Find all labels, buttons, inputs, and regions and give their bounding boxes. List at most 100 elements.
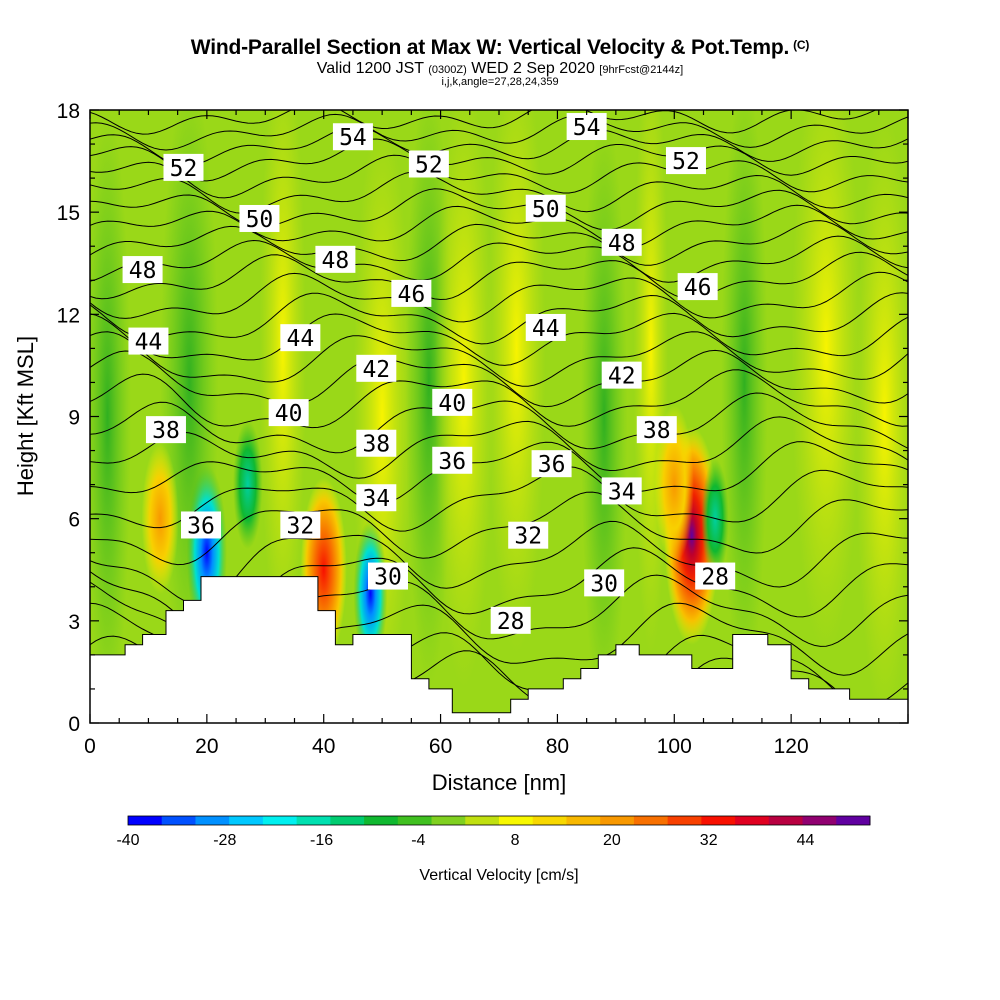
field-streak [721, 110, 768, 689]
colorbar-tick-label: -4 [411, 832, 425, 849]
contour-label-text: 40 [438, 391, 466, 417]
isentrope-line [90, 251, 908, 301]
isentrope-line [90, 292, 908, 345]
chart-subtitle: Valid 1200 JST (0300Z) WED 2 Sep 2020 [9… [0, 60, 1000, 78]
colorbar-swatch [465, 816, 500, 825]
x-tick-label: 80 [546, 735, 569, 758]
contour-label-box [490, 606, 531, 634]
contour-label-box [525, 313, 566, 341]
contour-label: 30 [367, 562, 408, 591]
contour-label-box [665, 147, 706, 175]
contour-label: 46 [677, 273, 718, 301]
contour-label: 52 [665, 147, 706, 175]
contour-label-text: 50 [246, 207, 274, 233]
contour-label-box [280, 511, 321, 539]
colorbar-swatch [633, 816, 669, 825]
colorbar-tick-label: -28 [213, 832, 236, 849]
contour-labels: 54 54 52 52 52 50 50 48 48 48 46 46 44 44 44 42 42 40 40 38… [122, 113, 736, 635]
colorbar-swatch [667, 816, 702, 825]
contour-label-text: 36 [538, 452, 566, 478]
contour-label-text: 28 [497, 609, 525, 635]
contour-label: 48 [315, 245, 356, 274]
isentrope-line [90, 491, 908, 566]
contour-label: 44 [525, 313, 566, 342]
contour-label-text: 54 [573, 115, 601, 141]
contour-label-text: 28 [701, 565, 729, 591]
isentrope-line [90, 171, 908, 214]
contour-label: 54 [332, 123, 373, 151]
isentrope-line [90, 441, 908, 504]
contour-label-text: 50 [532, 197, 560, 223]
contour-label-box [356, 484, 397, 512]
contour-label-text: 30 [590, 571, 618, 597]
contour-label: 52 [408, 150, 449, 178]
contour-label-box [239, 204, 280, 232]
contour-label-text: 42 [608, 364, 636, 390]
contour-label: 28 [490, 606, 531, 635]
contour-label-text: 48 [608, 231, 636, 257]
contour-label: 42 [601, 361, 642, 390]
contour-label-box [677, 273, 718, 301]
contour-label-box [601, 228, 642, 256]
isentrope-line [90, 349, 908, 408]
contour-label: 38 [636, 416, 677, 444]
colorbar-label: Vertical Velocity [cm/s] [419, 867, 578, 884]
contour-label: 38 [356, 429, 397, 458]
colorbar-swatch [768, 816, 804, 825]
contour-label-box [122, 256, 163, 284]
contour-label-box [315, 245, 356, 273]
contour-label: 50 [239, 204, 280, 233]
y-tick-label: 18 [57, 100, 80, 123]
x-tick-label: 120 [774, 735, 809, 758]
field-streak [90, 110, 131, 723]
contour-label-box [391, 279, 432, 307]
isentrope-line [90, 188, 908, 231]
contour-label-text: 48 [129, 258, 157, 284]
contour-label-box [128, 327, 169, 355]
contour-label-text: 44 [286, 326, 314, 352]
contour-label-box [332, 123, 373, 151]
colorbar-swatch [836, 816, 871, 825]
colorbar-tick-label: -16 [310, 832, 333, 849]
isentrope-line [90, 138, 908, 182]
colorbar-tick-label: 32 [700, 832, 718, 849]
colorbar-tick-label: -40 [116, 832, 139, 849]
colorbar-tick-label: 8 [511, 832, 520, 849]
isentrope-line [90, 392, 908, 454]
colorbar-swatch [229, 816, 264, 825]
contour-label-box [432, 446, 473, 474]
contour-label: 50 [525, 194, 566, 223]
isentrope-line [90, 113, 908, 151]
contour-label-text: 52 [415, 152, 443, 178]
plot-area: 54 54 52 52 52 50 50 48 48 48 46 46 44 44 44 42 42 40 40 38… [90, 110, 908, 723]
colorbar-swatch [397, 816, 433, 825]
contour-label: 36 [432, 446, 473, 475]
contour-label-text: 54 [339, 125, 367, 151]
updraft-core [654, 404, 694, 565]
contour-label-box [636, 416, 677, 444]
terrain [90, 576, 908, 723]
x-axis-label: Distance [nm] [432, 770, 567, 795]
contour-label-box [525, 194, 566, 222]
valid-utc: (0300Z) [428, 64, 467, 76]
isentropes [90, 110, 908, 723]
y-axis-label: Height [Kft MSL] [13, 336, 38, 496]
contour-label: 48 [601, 228, 642, 257]
x-tick-label: 0 [84, 735, 96, 758]
colorbar-swatch [701, 816, 736, 825]
colorbar-frame [127, 815, 871, 826]
downdraft-core [353, 519, 388, 668]
x-tick-label: 20 [195, 735, 218, 758]
contour-label-box [566, 113, 607, 141]
contour-label-text: 34 [362, 486, 390, 512]
colorbar-swatch [128, 816, 163, 825]
contour-label: 48 [122, 256, 163, 284]
colorbar-swatch [262, 816, 298, 825]
field-streak [580, 110, 628, 723]
contour-label: 30 [584, 569, 625, 597]
y-tick-label: 0 [68, 713, 80, 736]
colorbar-swatch [195, 816, 230, 825]
chart-title: Wind-Parallel Section at Max W: Vertical… [0, 36, 1000, 60]
contour-label-box [508, 521, 549, 549]
